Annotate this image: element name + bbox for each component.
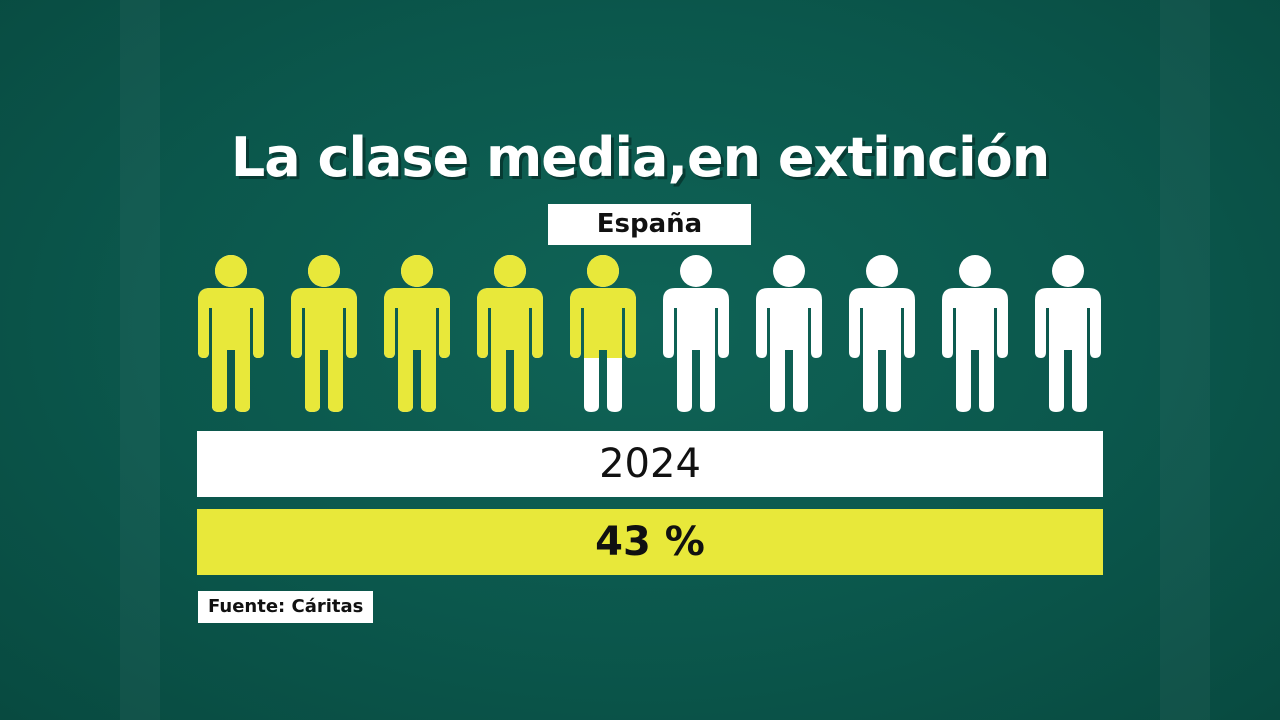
person-head xyxy=(494,255,526,287)
person-body xyxy=(1035,288,1101,412)
person-head xyxy=(308,255,340,287)
person-body xyxy=(663,288,729,412)
person-body xyxy=(570,288,636,358)
person-body xyxy=(849,288,915,412)
pictogram xyxy=(198,255,1101,412)
person-body xyxy=(477,288,543,412)
person-icon xyxy=(291,255,357,412)
person-head xyxy=(1052,255,1084,287)
person-icon xyxy=(1035,255,1101,412)
person-head xyxy=(866,255,898,287)
source-label: Fuente: Cáritas xyxy=(198,591,374,623)
person-icon xyxy=(384,255,450,412)
percentage-bar: 43 % xyxy=(197,509,1103,575)
chart-title: La clase media,en extinción xyxy=(230,126,1050,189)
background-decoration xyxy=(120,0,160,720)
person-icon xyxy=(663,255,729,412)
person-head xyxy=(401,255,433,287)
person-icon xyxy=(198,255,264,412)
person-head xyxy=(587,255,619,287)
person-body xyxy=(756,288,822,412)
region-label: España xyxy=(548,204,751,245)
person-body xyxy=(942,288,1008,412)
person-icon xyxy=(849,255,915,412)
person-head xyxy=(680,255,712,287)
background-decoration xyxy=(1160,0,1210,720)
year-label: 2024 xyxy=(197,431,1103,497)
person-icon xyxy=(570,255,636,412)
person-head xyxy=(215,255,247,287)
person-body xyxy=(384,288,450,412)
person-head xyxy=(959,255,991,287)
person-icon xyxy=(756,255,822,412)
person-head xyxy=(773,255,805,287)
person-icon xyxy=(942,255,1008,412)
person-body xyxy=(291,288,357,412)
person-body xyxy=(198,288,264,412)
person-icon xyxy=(477,255,543,412)
